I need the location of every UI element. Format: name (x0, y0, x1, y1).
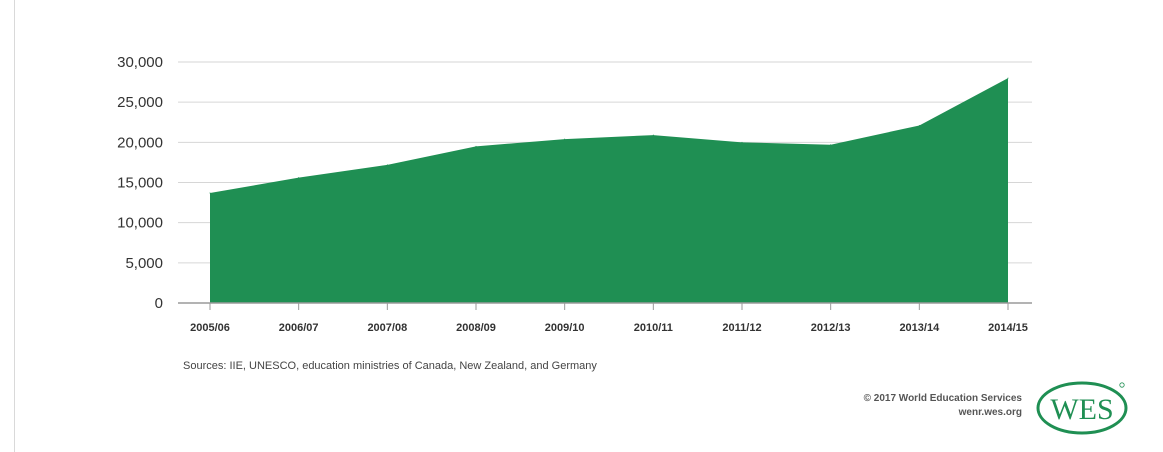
area-series (209, 77, 1009, 303)
y-tick-label: 5,000 (125, 255, 163, 272)
data-point (830, 144, 832, 146)
axes (178, 302, 1032, 310)
y-tick-labels: 0 5,000 10,000 15,000 20,000 25,000 30,000 (117, 54, 163, 312)
logo-text: WES (1050, 393, 1113, 426)
data-point (298, 177, 300, 179)
x-tick-labels: 2005/06 2006/07 2007/08 2008/09 2009/10 2010/… (190, 322, 1028, 334)
left-divider (14, 0, 15, 452)
copyright-text: © 2017 World Education Services (863, 393, 1022, 404)
y-tick-label: 15,000 (117, 175, 163, 192)
data-point (741, 141, 743, 143)
area-fill (210, 78, 1008, 303)
x-tick-label: 2006/07 (279, 322, 319, 334)
y-tick-label: 30,000 (117, 54, 163, 71)
wes-logo: WES (1036, 381, 1128, 435)
y-tick-label: 10,000 (117, 215, 163, 232)
x-tick-label: 2010/11 (634, 322, 673, 334)
data-point (386, 164, 388, 166)
x-tick-label: 2013/14 (899, 322, 940, 334)
registered-mark-icon (1119, 382, 1125, 388)
x-tick-label: 2009/10 (545, 322, 585, 334)
data-point (209, 192, 211, 194)
x-tick-label: 2007/08 (367, 322, 407, 334)
data-point (475, 145, 477, 147)
y-tick-label: 20,000 (117, 134, 163, 151)
data-point (564, 138, 566, 140)
x-tick-label: 2008/09 (456, 322, 496, 334)
x-tick-label: 2005/06 (190, 322, 230, 334)
website-text: wenr.wes.org (958, 407, 1022, 418)
data-point (652, 134, 654, 136)
copyright-block: © 2017 World Education Services wenr.wes… (864, 392, 1022, 420)
data-point (918, 124, 920, 126)
y-tick-label: 0 (155, 295, 163, 312)
sources-note: Sources: IIE, UNESCO, education ministri… (183, 360, 597, 372)
x-tick-label: 2014/15 (988, 322, 1028, 334)
data-point (1007, 77, 1009, 79)
x-tick-label: 2012/13 (811, 322, 851, 334)
x-tick-label: 2011/12 (722, 322, 761, 334)
y-tick-label: 25,000 (117, 94, 163, 111)
logo-ring (1036, 381, 1128, 435)
